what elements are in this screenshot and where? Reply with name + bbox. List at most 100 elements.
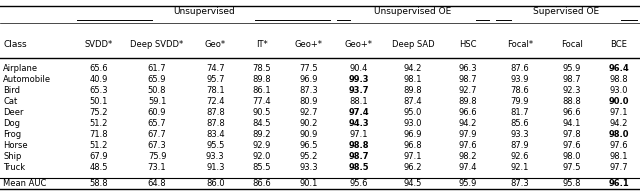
Text: 92.7: 92.7 (299, 108, 317, 117)
Text: 75.2: 75.2 (90, 108, 108, 117)
Text: 92.1: 92.1 (511, 163, 529, 172)
Text: BCE: BCE (610, 40, 627, 49)
Text: 93.3: 93.3 (511, 130, 529, 139)
Text: 71.8: 71.8 (90, 130, 108, 139)
Text: 96.2: 96.2 (404, 163, 422, 172)
Text: 89.2: 89.2 (253, 130, 271, 139)
Text: 97.8: 97.8 (563, 130, 581, 139)
Text: 79.9: 79.9 (511, 97, 529, 106)
Text: 98.7: 98.7 (458, 75, 477, 84)
Text: 95.7: 95.7 (206, 75, 225, 84)
Text: 78.1: 78.1 (206, 86, 225, 95)
Text: 95.5: 95.5 (206, 141, 225, 150)
Text: 98.0: 98.0 (609, 130, 629, 139)
Text: 97.6: 97.6 (458, 141, 477, 150)
Text: 90.9: 90.9 (299, 130, 317, 139)
Text: 77.4: 77.4 (253, 97, 271, 106)
Text: Focal: Focal (561, 40, 583, 49)
Text: 90.1: 90.1 (299, 179, 317, 188)
Text: 97.1: 97.1 (349, 130, 368, 139)
Text: 96.9: 96.9 (299, 75, 317, 84)
Text: 78.6: 78.6 (510, 86, 529, 95)
Text: 88.1: 88.1 (349, 97, 368, 106)
Text: 67.3: 67.3 (148, 141, 166, 150)
Text: 98.1: 98.1 (609, 152, 628, 161)
Text: 97.9: 97.9 (458, 130, 477, 139)
Text: 93.3: 93.3 (299, 163, 317, 172)
Text: 96.8: 96.8 (404, 141, 422, 150)
Text: 95.9: 95.9 (458, 179, 477, 188)
Text: 78.5: 78.5 (253, 64, 271, 73)
Text: 81.7: 81.7 (511, 108, 529, 117)
Text: Airplane: Airplane (3, 64, 38, 73)
Text: 75.9: 75.9 (148, 152, 166, 161)
Text: 91.3: 91.3 (206, 163, 225, 172)
Text: 96.1: 96.1 (608, 179, 629, 188)
Text: 86.6: 86.6 (252, 179, 271, 188)
Text: 87.3: 87.3 (299, 86, 317, 95)
Text: 94.2: 94.2 (404, 64, 422, 73)
Text: Unsupervised OE: Unsupervised OE (374, 7, 452, 16)
Text: 90.0: 90.0 (609, 97, 629, 106)
Text: 89.8: 89.8 (458, 97, 477, 106)
Text: 87.6: 87.6 (510, 64, 529, 73)
Text: Geo*: Geo* (205, 40, 226, 49)
Text: 51.2: 51.2 (90, 119, 108, 128)
Text: 94.2: 94.2 (609, 119, 628, 128)
Text: 65.9: 65.9 (148, 75, 166, 84)
Text: 67.7: 67.7 (148, 130, 166, 139)
Text: 87.3: 87.3 (510, 179, 529, 188)
Text: 95.9: 95.9 (563, 64, 581, 73)
Text: 92.3: 92.3 (563, 86, 581, 95)
Text: 97.1: 97.1 (404, 152, 422, 161)
Text: 51.2: 51.2 (90, 141, 108, 150)
Text: 94.3: 94.3 (348, 119, 369, 128)
Text: 98.5: 98.5 (348, 163, 369, 172)
Text: 93.9: 93.9 (511, 75, 529, 84)
Text: 95.0: 95.0 (404, 108, 422, 117)
Text: 94.5: 94.5 (404, 179, 422, 188)
Text: 61.7: 61.7 (148, 64, 166, 73)
Text: 94.1: 94.1 (563, 119, 581, 128)
Text: 96.4: 96.4 (608, 64, 629, 73)
Text: 72.4: 72.4 (206, 97, 225, 106)
Text: Horse: Horse (3, 141, 28, 150)
Text: 99.3: 99.3 (349, 75, 369, 84)
Text: 50.8: 50.8 (148, 86, 166, 95)
Text: 97.5: 97.5 (563, 163, 581, 172)
Text: 87.8: 87.8 (206, 108, 225, 117)
Text: Geo+*: Geo+* (294, 40, 323, 49)
Text: 97.4: 97.4 (458, 163, 477, 172)
Text: 90.5: 90.5 (253, 108, 271, 117)
Text: 94.2: 94.2 (458, 119, 477, 128)
Text: 93.0: 93.0 (404, 119, 422, 128)
Text: 50.1: 50.1 (90, 97, 108, 106)
Text: Deep SAD: Deep SAD (392, 40, 435, 49)
Text: 48.5: 48.5 (90, 163, 108, 172)
Text: 67.9: 67.9 (90, 152, 108, 161)
Text: Bird: Bird (3, 86, 20, 95)
Text: 98.8: 98.8 (609, 75, 628, 84)
Text: 96.9: 96.9 (404, 130, 422, 139)
Text: 95.2: 95.2 (299, 152, 317, 161)
Text: Automobile: Automobile (3, 75, 51, 84)
Text: Frog: Frog (3, 130, 21, 139)
Text: 98.0: 98.0 (563, 152, 581, 161)
Text: 93.3: 93.3 (206, 152, 225, 161)
Text: 92.6: 92.6 (511, 152, 529, 161)
Text: 89.8: 89.8 (253, 75, 271, 84)
Text: Focal*: Focal* (507, 40, 533, 49)
Text: 40.9: 40.9 (90, 75, 108, 84)
Text: Deer: Deer (3, 108, 24, 117)
Text: 64.8: 64.8 (148, 179, 166, 188)
Text: 88.8: 88.8 (563, 97, 582, 106)
Text: 59.1: 59.1 (148, 97, 166, 106)
Text: 87.8: 87.8 (206, 119, 225, 128)
Text: 77.5: 77.5 (299, 64, 317, 73)
Text: Class: Class (3, 40, 27, 49)
Text: 87.9: 87.9 (511, 141, 529, 150)
Text: 92.9: 92.9 (253, 141, 271, 150)
Text: 87.4: 87.4 (404, 97, 422, 106)
Text: 85.5: 85.5 (253, 163, 271, 172)
Text: Ship: Ship (3, 152, 22, 161)
